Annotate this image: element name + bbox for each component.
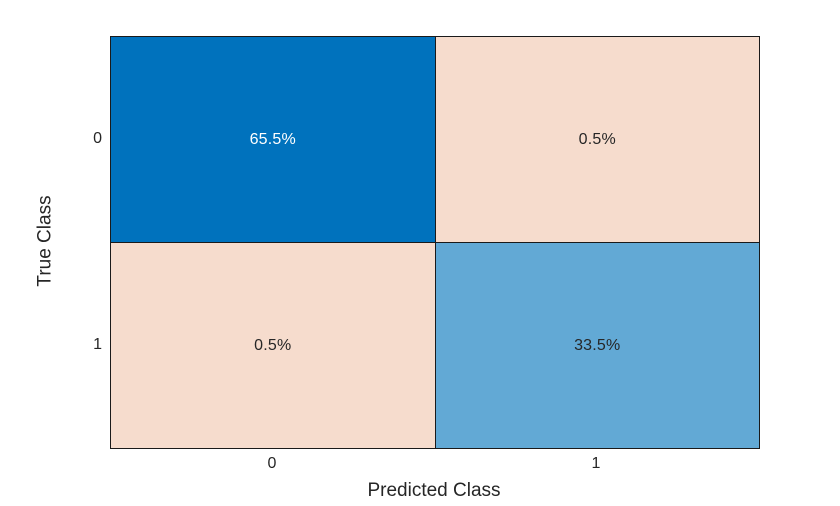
matrix-cell-true0-pred0: 65.5% [111, 37, 435, 242]
confusion-matrix-plot: 65.5% 0.5% 0.5% 33.5% [110, 36, 760, 449]
matrix-cell-true1-pred0: 0.5% [111, 243, 435, 448]
y-axis-tick-0: 0 [93, 130, 102, 147]
y-axis-label-text: True Class [35, 195, 56, 287]
x-axis-tick-1: 1 [591, 455, 601, 472]
matrix-cell-true1-pred1: 33.5% [435, 243, 759, 448]
x-axis-tick-0: 0 [267, 455, 277, 472]
x-axis-label: Predicted Class [367, 480, 501, 501]
y-axis-tick-1: 1 [93, 336, 102, 353]
matrix-cell-true0-pred1: 0.5% [435, 37, 759, 242]
